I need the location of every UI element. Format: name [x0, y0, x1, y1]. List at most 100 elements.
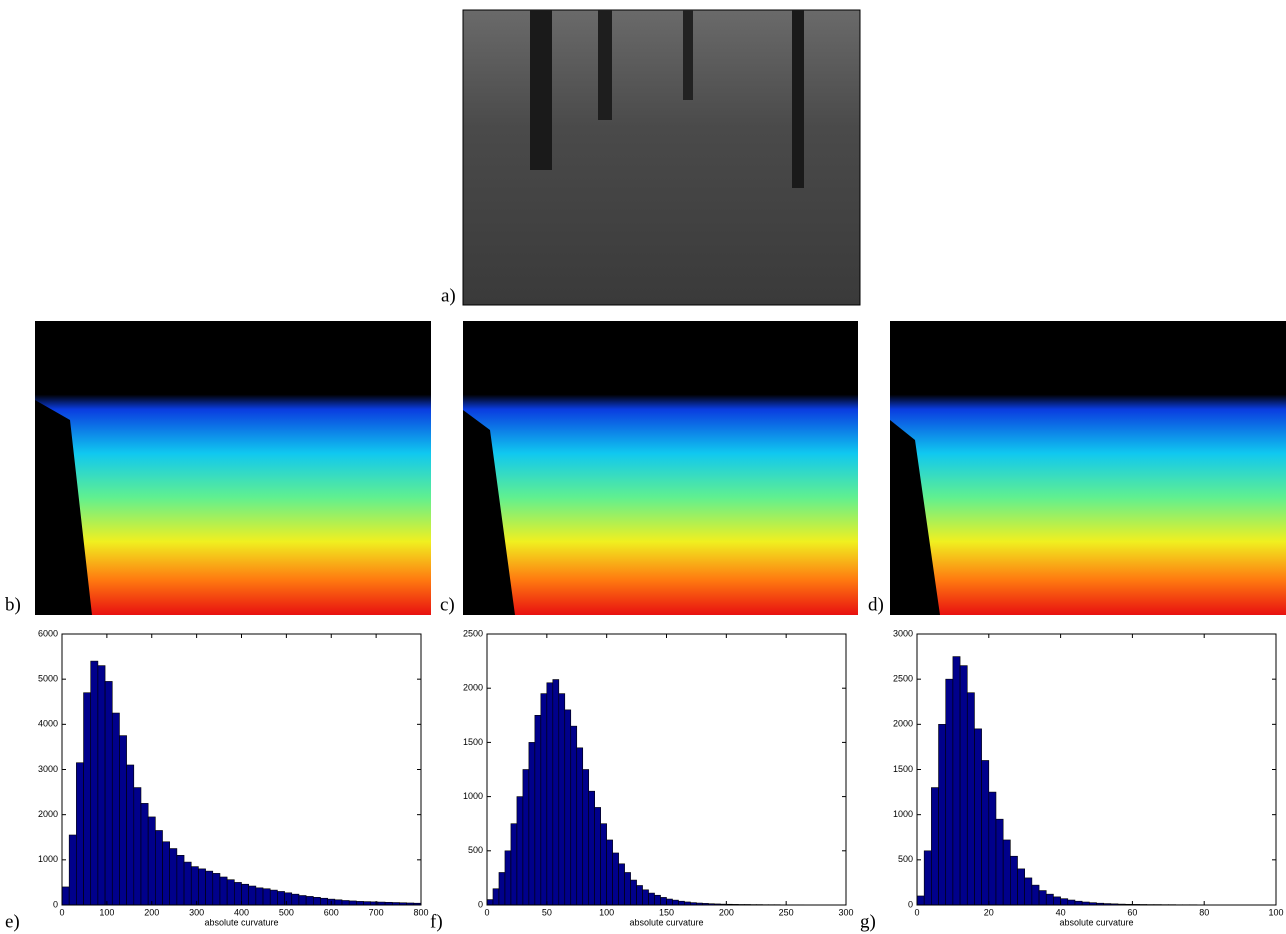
- bar: [190, 866, 199, 906]
- bar: [630, 879, 637, 906]
- bar: [348, 900, 357, 906]
- bar: [546, 682, 554, 906]
- bar: [305, 896, 314, 906]
- panel-label: c): [440, 594, 455, 615]
- photo: [462, 9, 861, 306]
- bar: [68, 834, 77, 906]
- bar: [284, 892, 293, 906]
- bar: [1038, 890, 1047, 906]
- bar: [97, 665, 106, 906]
- bar: [678, 900, 685, 906]
- bar: [269, 889, 278, 906]
- bar: [155, 830, 163, 906]
- bar: [672, 899, 679, 906]
- bar: [540, 693, 548, 906]
- bar: [205, 870, 214, 906]
- bar: [558, 693, 566, 906]
- bar: [654, 894, 661, 906]
- panel-label: e): [5, 911, 20, 932]
- bar: [1053, 896, 1061, 906]
- bar: [248, 885, 257, 906]
- bar: [1031, 884, 1040, 906]
- x-tick-label: 250: [779, 907, 794, 917]
- depth-map: [35, 321, 431, 615]
- x-tick-label: 400: [234, 907, 249, 917]
- x-tick-label: 300: [189, 907, 204, 917]
- y-tick-label: 500: [898, 854, 913, 864]
- bar: [959, 665, 968, 906]
- x-tick-label: 300: [838, 907, 853, 917]
- bar: [981, 760, 990, 906]
- bar: [61, 886, 70, 906]
- bar: [600, 823, 607, 906]
- y-tick-label: 2000: [463, 683, 483, 693]
- x-tick-label: 100: [99, 907, 114, 917]
- bar: [666, 898, 673, 906]
- bar: [576, 747, 584, 906]
- x-tick-label: 20: [984, 907, 994, 917]
- bar: [111, 712, 120, 906]
- panel-label: f): [430, 911, 443, 932]
- bar: [1067, 899, 1076, 906]
- x-tick-label: 50: [542, 907, 552, 917]
- bar: [312, 897, 321, 906]
- bar: [198, 868, 206, 906]
- bar: [624, 872, 631, 906]
- y-tick-label: 500: [468, 845, 483, 855]
- bar: [916, 895, 925, 906]
- bar: [606, 839, 613, 906]
- bar: [119, 735, 127, 906]
- bar: [594, 807, 601, 906]
- bar: [938, 724, 947, 906]
- y-tick-label: 3000: [38, 764, 58, 774]
- bar: [176, 855, 185, 906]
- bar: [618, 863, 625, 906]
- x-tick-label: 60: [1127, 907, 1137, 917]
- bar: [320, 897, 328, 906]
- y-tick-label: 1500: [463, 737, 483, 747]
- bar: [90, 660, 99, 906]
- bar: [995, 818, 1004, 906]
- bar: [974, 728, 982, 906]
- bar: [104, 681, 113, 906]
- bar: [126, 764, 135, 906]
- bar: [1002, 839, 1011, 906]
- x-tick-label: 100: [1268, 907, 1283, 917]
- bar: [241, 883, 249, 906]
- x-tick-label: 80: [1199, 907, 1209, 917]
- depth-map: [463, 321, 858, 615]
- bar: [966, 692, 975, 906]
- panel-label: b): [5, 594, 21, 615]
- bar: [931, 787, 939, 906]
- x-tick-label: 200: [719, 907, 734, 917]
- x-tick-label: 0: [914, 907, 919, 917]
- bar: [648, 892, 655, 906]
- y-tick-label: 4000: [38, 719, 58, 729]
- x-tick-label: 500: [279, 907, 294, 917]
- bar: [169, 848, 178, 906]
- panel-label: g): [860, 911, 876, 932]
- bar: [147, 816, 156, 906]
- x-tick-label: 800: [413, 907, 428, 917]
- y-tick-label: 0: [908, 899, 913, 909]
- bar: [140, 803, 149, 906]
- bar: [226, 879, 235, 906]
- y-tick-label: 5000: [38, 674, 58, 684]
- bar: [492, 888, 500, 906]
- y-tick-label: 1000: [893, 809, 913, 819]
- bar: [570, 725, 578, 906]
- bar: [76, 762, 84, 906]
- bar: [510, 823, 518, 906]
- bar: [1017, 868, 1026, 906]
- bar: [162, 841, 171, 906]
- bar: [341, 900, 350, 906]
- bar: [1024, 877, 1033, 906]
- x-axis-label: absolute curvature: [1059, 917, 1133, 927]
- bar: [516, 796, 524, 906]
- depth-map: [890, 321, 1286, 615]
- bar: [212, 873, 221, 906]
- bar: [552, 679, 560, 906]
- x-tick-label: 200: [144, 907, 159, 917]
- bar: [636, 885, 643, 906]
